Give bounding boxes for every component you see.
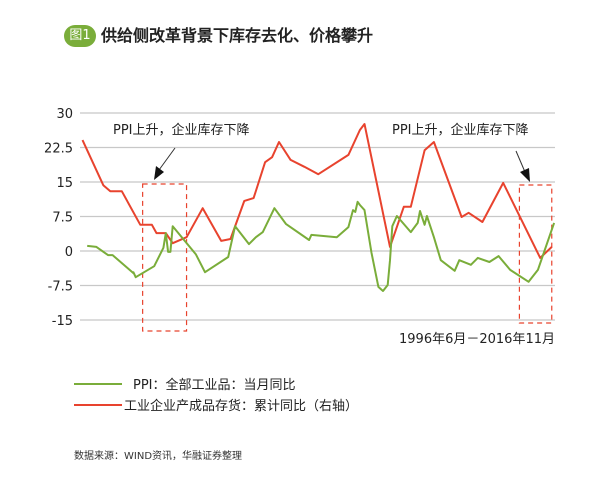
legend-item-ppi: PPI：全部工业品：当月同比 [74, 374, 296, 393]
series-line-ppi [87, 200, 556, 292]
figure-badge: 图1 [64, 25, 96, 47]
arrow-left-icon [154, 147, 176, 180]
highlight-box [518, 184, 553, 324]
legend-swatch-red [74, 403, 122, 406]
annotation-right: PPI上升，企业库存下降 [392, 122, 529, 138]
y-tick-label: 22.5 [44, 142, 73, 157]
y-tick-label: 7.5 [52, 211, 73, 226]
y-tick-label: 0 [65, 245, 73, 260]
date-range-label: 1996年6月－2016年11月 [399, 332, 555, 347]
y-tick-label: -7.5 [48, 280, 73, 295]
y-tick-label: 15 [56, 176, 73, 191]
annotation-left: PPI上升，企业库存下降 [113, 122, 250, 138]
y-tick-label: 30 [56, 107, 73, 122]
series-line-inventory [81, 123, 553, 259]
source-note: 数据来源：WIND资讯，华融证券整理 [74, 451, 243, 462]
legend-item-inventory: 工业企业产成品存货：累计同比（右轴） [74, 395, 358, 414]
chart-title: 供给侧改革背景下库存去化、价格攀升 [101, 26, 374, 45]
legend-label: 工业企业产成品存货：累计同比（右轴） [124, 399, 359, 414]
legend-swatch-green [74, 382, 122, 385]
legend-label: PPI：全部工业品：当月同比 [133, 378, 296, 393]
y-tick-label: -15 [52, 314, 73, 329]
arrow-right-icon [515, 150, 530, 182]
highlight-box [142, 183, 188, 332]
